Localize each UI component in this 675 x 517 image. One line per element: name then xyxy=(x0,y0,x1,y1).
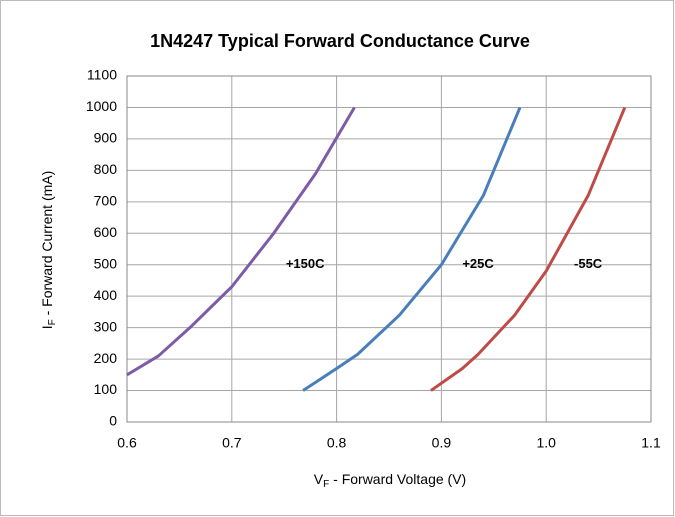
x-axis-label-sub: F xyxy=(323,479,329,490)
y-tick-label: 800 xyxy=(94,161,118,177)
x-tick-label: 0.7 xyxy=(222,435,242,451)
series-line xyxy=(430,106,627,392)
y-axis-label-main: I xyxy=(39,325,55,329)
y-tick-label: 300 xyxy=(94,318,118,334)
x-tick-label: 0.8 xyxy=(327,435,347,451)
x-axis-label-rest: - Forward Voltage (V) xyxy=(329,471,466,487)
series-line xyxy=(126,106,356,377)
y-tick-label: 1100 xyxy=(87,67,117,83)
x-tick-label: 0.6 xyxy=(117,435,137,451)
x-axis-label: VF - Forward Voltage (V) xyxy=(314,471,466,490)
y-tick-label: 500 xyxy=(94,255,118,271)
y-tick-label: 900 xyxy=(94,130,118,146)
plot-border xyxy=(126,75,652,423)
annotation: +25C xyxy=(462,256,494,271)
y-axis-label-sub: F xyxy=(47,319,58,325)
annotation: -55C xyxy=(574,256,603,271)
x-tick-label: 1.1 xyxy=(641,435,661,451)
y-tick-label: 1000 xyxy=(86,98,117,114)
y-tick-label: 700 xyxy=(94,193,118,209)
x-tick-label: 0.9 xyxy=(432,435,452,451)
y-axis-label-rest: - Forward Current (mA) xyxy=(39,171,55,320)
y-tick-label: 200 xyxy=(94,350,118,366)
annotation: +150C xyxy=(286,256,325,271)
y-axis-label: IF - Forward Current (mA) xyxy=(39,171,58,330)
x-axis-label-main: V xyxy=(314,471,324,487)
y-tick-label: 100 xyxy=(94,381,118,397)
y-tick-label: 0 xyxy=(109,413,117,429)
y-tick-label: 400 xyxy=(94,287,118,303)
series-line xyxy=(302,106,522,392)
chart-title: 1N4247 Typical Forward Conductance Curve xyxy=(150,31,530,51)
x-tick-label: 1.0 xyxy=(536,435,556,451)
y-tick-label: 600 xyxy=(94,224,118,240)
